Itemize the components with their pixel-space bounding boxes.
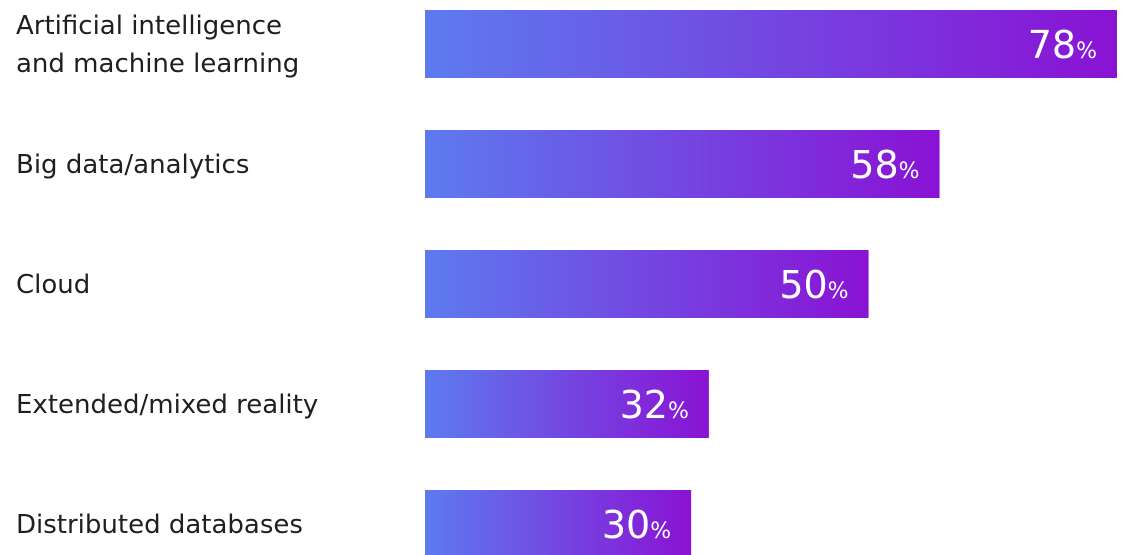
bar-4 (425, 490, 692, 555)
bar-1 (425, 130, 940, 198)
value-number: 30 (602, 503, 650, 547)
bar-0 (425, 10, 1117, 78)
value-labels: 78%58%50%32%30% (602, 23, 1097, 547)
value-unit: % (899, 159, 920, 184)
category-label-line: and machine learning (16, 49, 299, 79)
value-number: 50 (779, 263, 827, 307)
value-label-3: 32% (620, 383, 689, 427)
category-label-line: Big data/analytics (16, 150, 249, 180)
category-label-line: Cloud (16, 270, 90, 300)
value-number: 58 (850, 143, 898, 187)
value-label-1: 58% (850, 143, 919, 187)
category-label-4: Distributed databases (16, 510, 303, 540)
value-label-4: 30% (602, 503, 671, 547)
bars-layer (425, 10, 1117, 555)
category-label-line: Artificial intelligence (16, 11, 282, 41)
value-unit: % (668, 399, 689, 424)
value-unit: % (828, 279, 849, 304)
bar-3 (425, 370, 709, 438)
category-label-line: Distributed databases (16, 510, 303, 540)
value-label-2: 50% (779, 263, 848, 307)
value-unit: % (1076, 39, 1097, 64)
category-label-3: Extended/mixed reality (16, 390, 318, 420)
value-number: 32 (620, 383, 668, 427)
category-label-2: Cloud (16, 270, 90, 300)
value-unit: % (650, 519, 671, 544)
value-number: 78 (1028, 23, 1076, 67)
value-label-0: 78% (1028, 23, 1097, 67)
category-label-line: Extended/mixed reality (16, 390, 318, 420)
category-label-0: Artificial intelligence and machine learn… (16, 11, 299, 79)
category-label-1: Big data/analytics (16, 150, 249, 180)
bar-2 (425, 250, 869, 318)
category-labels: Artificial intelligence and machine learn… (16, 11, 318, 540)
